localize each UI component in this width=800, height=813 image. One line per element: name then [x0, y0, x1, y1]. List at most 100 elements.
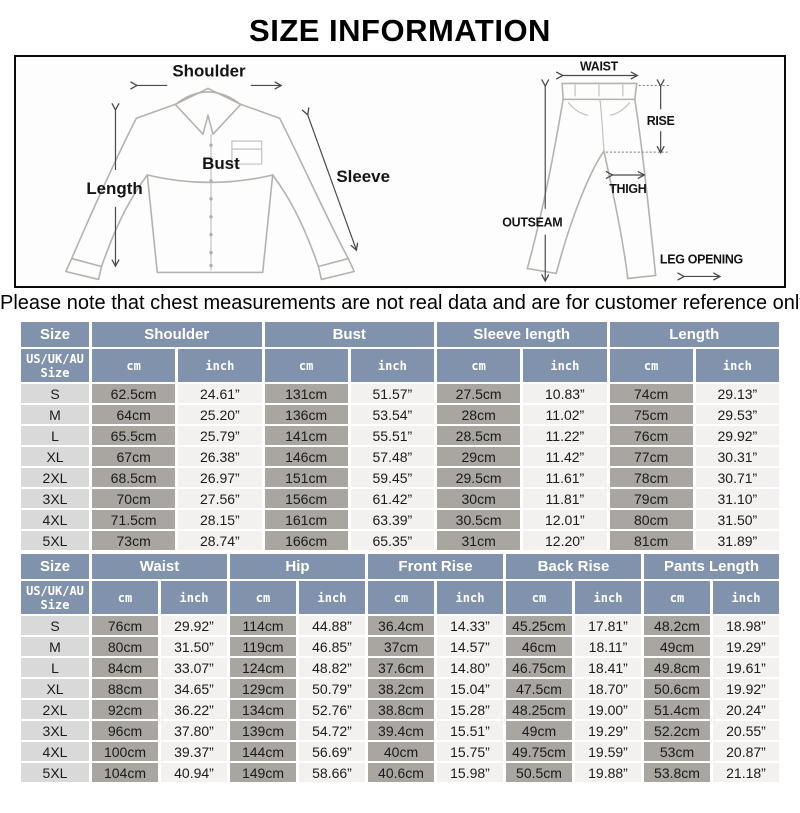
inch-value-cell: 54.72”: [299, 721, 365, 740]
unit-header-inch: inch: [575, 581, 641, 614]
cm-value-cell: 49.75cm: [506, 742, 572, 761]
inch-value-cell: 25.79”: [178, 426, 262, 445]
size-row-XL: XL 67cm 26.38” 146cm 57.48” 29cm 11.42” 77cm 30.…: [21, 447, 779, 466]
size-row-S: S 62.5cm 24.61” 131cm 51.57” 27.5cm 10.83” 74cm…: [21, 384, 779, 403]
cm-value-cell: 84cm: [92, 658, 158, 677]
cm-value-cell: 124cm: [230, 658, 296, 677]
cm-value-cell: 50.6cm: [644, 679, 710, 698]
pants-outseam-label: OUTSEAM: [502, 216, 562, 230]
cm-value-cell: 73cm: [92, 531, 176, 550]
size-system-header: US/UK/AU Size: [21, 581, 89, 614]
inch-value-cell: 20.24”: [713, 700, 779, 719]
unit-header-inch: inch: [299, 581, 365, 614]
cm-value-cell: 38.8cm: [368, 700, 434, 719]
size-row-4XL: 4XL 100cm 39.37” 144cm 56.69” 40cm 15.75” 49.75…: [21, 742, 779, 761]
inch-value-cell: 11.61”: [523, 468, 607, 487]
measure-group-header: Hip: [230, 554, 365, 579]
cm-value-cell: 151cm: [264, 468, 348, 487]
unit-header-inch: inch: [713, 581, 779, 614]
inch-value-cell: 15.04”: [437, 679, 503, 698]
size-row-L: L 84cm 33.07” 124cm 48.82” 37.6cm 14.80” 46.75c…: [21, 658, 779, 677]
inch-value-cell: 19.00”: [575, 700, 641, 719]
inch-value-cell: 18.70”: [575, 679, 641, 698]
cm-value-cell: 51.4cm: [644, 700, 710, 719]
inch-value-cell: 14.33”: [437, 616, 503, 635]
pants-rise-label: RISE: [647, 114, 675, 128]
inch-value-cell: 29.92”: [695, 426, 779, 445]
cm-value-cell: 49cm: [506, 721, 572, 740]
inch-value-cell: 14.57”: [437, 637, 503, 656]
cm-value-cell: 67cm: [92, 447, 176, 466]
cm-value-cell: 31cm: [437, 531, 521, 550]
measure-group-header: Pants Length: [644, 554, 779, 579]
inch-value-cell: 33.07”: [161, 658, 227, 677]
cm-value-cell: 104cm: [92, 763, 158, 782]
inch-value-cell: 17.81”: [575, 616, 641, 635]
inch-value-cell: 15.28”: [437, 700, 503, 719]
cm-value-cell: 52.2cm: [644, 721, 710, 740]
inch-value-cell: 29.13”: [695, 384, 779, 403]
inch-value-cell: 28.74”: [178, 531, 262, 550]
inch-value-cell: 59.45”: [350, 468, 434, 487]
inch-value-cell: 65.35”: [350, 531, 434, 550]
cm-value-cell: 80cm: [609, 510, 693, 529]
inch-value-cell: 21.18”: [713, 763, 779, 782]
unit-header-inch: inch: [178, 349, 262, 382]
cm-value-cell: 74cm: [609, 384, 693, 403]
cm-value-cell: 144cm: [230, 742, 296, 761]
inch-value-cell: 52.76”: [299, 700, 365, 719]
inch-value-cell: 26.38”: [178, 447, 262, 466]
cm-value-cell: 38.2cm: [368, 679, 434, 698]
inch-value-cell: 34.65”: [161, 679, 227, 698]
inch-value-cell: 20.87”: [713, 742, 779, 761]
inch-value-cell: 31.89”: [695, 531, 779, 550]
inch-value-cell: 11.22”: [523, 426, 607, 445]
cm-value-cell: 146cm: [264, 447, 348, 466]
size-cell: XL: [21, 679, 89, 698]
cm-value-cell: 75cm: [609, 405, 693, 424]
shirt-sleeve-label: Sleeve: [336, 167, 390, 186]
pants-diagram: WAIST RISE OUTSEAM THIGH LEG OPENING: [502, 60, 743, 283]
inch-value-cell: 30.71”: [695, 468, 779, 487]
unit-header-cm: cm: [92, 581, 158, 614]
size-row-2XL: 2XL 68.5cm 26.97” 151cm 59.45” 29.5cm 11.61” 78…: [21, 468, 779, 487]
cm-value-cell: 37cm: [368, 637, 434, 656]
size-row-M: M 64cm 25.20” 136cm 53.54” 28cm 11.02” 75cm 29.5…: [21, 405, 779, 424]
measure-group-header: Sleeve length: [437, 322, 607, 347]
measure-group-header: Shoulder: [92, 322, 262, 347]
inch-value-cell: 44.88”: [299, 616, 365, 635]
cm-value-cell: 70cm: [92, 489, 176, 508]
unit-header-inch: inch: [523, 349, 607, 382]
size-cell: 3XL: [21, 721, 89, 740]
cm-value-cell: 136cm: [264, 405, 348, 424]
cm-value-cell: 53.8cm: [644, 763, 710, 782]
inch-value-cell: 15.98”: [437, 763, 503, 782]
inch-value-cell: 19.88”: [575, 763, 641, 782]
size-cell: 5XL: [21, 763, 89, 782]
cm-value-cell: 40cm: [368, 742, 434, 761]
cm-value-cell: 64cm: [92, 405, 176, 424]
cm-value-cell: 50.5cm: [506, 763, 572, 782]
cm-value-cell: 48.25cm: [506, 700, 572, 719]
cm-value-cell: 131cm: [264, 384, 348, 403]
inch-value-cell: 19.29”: [713, 637, 779, 656]
inch-value-cell: 36.22”: [161, 700, 227, 719]
inch-value-cell: 31.50”: [161, 637, 227, 656]
inch-value-cell: 19.61”: [713, 658, 779, 677]
inch-value-cell: 14.80”: [437, 658, 503, 677]
inch-value-cell: 18.98”: [713, 616, 779, 635]
size-cell: L: [21, 658, 89, 677]
cm-value-cell: 27.5cm: [437, 384, 521, 403]
cm-value-cell: 29.5cm: [437, 468, 521, 487]
unit-header-cm: cm: [506, 581, 572, 614]
size-cell: S: [21, 616, 89, 635]
cm-value-cell: 149cm: [230, 763, 296, 782]
cm-value-cell: 129cm: [230, 679, 296, 698]
pants-size-table: Size Waist Hip Front Rise Back Rise Pants Len…: [18, 552, 782, 784]
inch-value-cell: 30.31”: [695, 447, 779, 466]
size-system-header: US/UK/AU Size: [21, 349, 89, 382]
cm-value-cell: 36.4cm: [368, 616, 434, 635]
size-cell: 4XL: [21, 742, 89, 761]
cm-value-cell: 71.5cm: [92, 510, 176, 529]
cm-value-cell: 134cm: [230, 700, 296, 719]
